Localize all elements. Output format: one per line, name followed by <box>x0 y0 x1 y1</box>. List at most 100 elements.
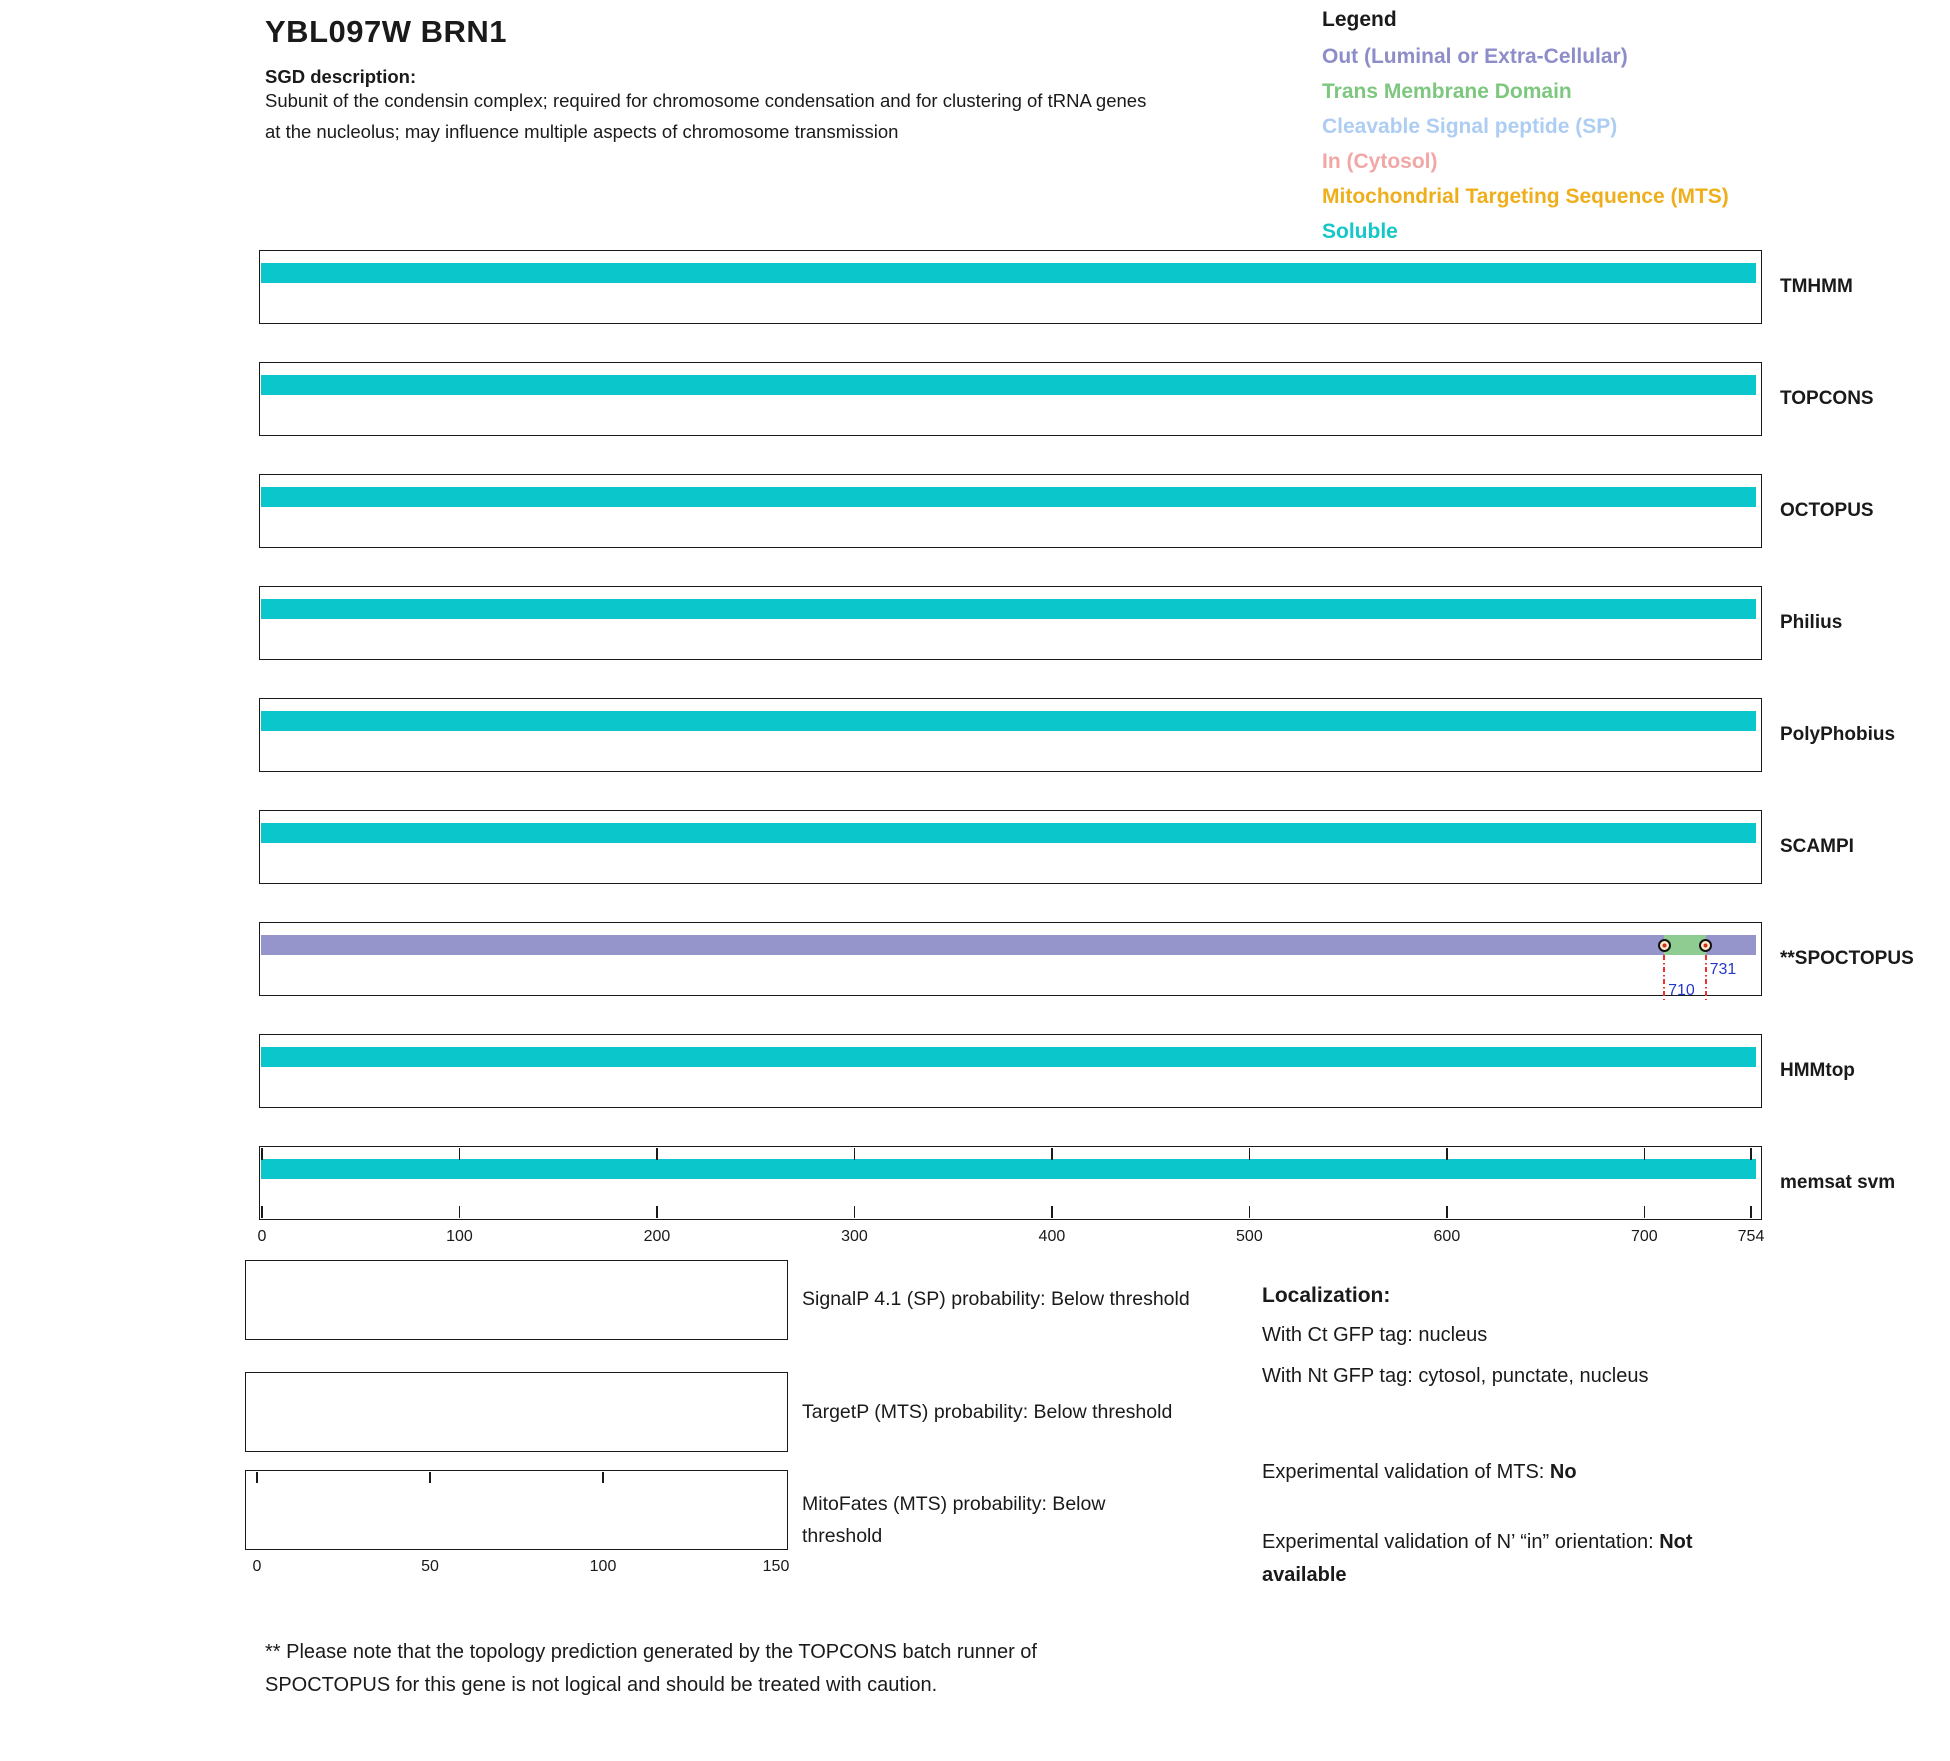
track-box-4 <box>259 698 1762 772</box>
x-axis-tick-label: 200 <box>643 1228 671 1245</box>
x-axis-tick-top <box>656 1148 658 1160</box>
localization-orientation-validation: Experimental validation of N’ “in” orien… <box>1262 1526 1767 1592</box>
targetp-caption: TargetP (MTS) probability: Below thresho… <box>802 1401 1173 1423</box>
track-segment-tm <box>1664 935 1706 955</box>
sgd-description-line1: Subunit of the condensin complex; requir… <box>265 90 1147 111</box>
track-segment-out <box>261 935 1665 955</box>
mts-validation-prefix: Experimental validation of MTS: <box>1262 1461 1550 1483</box>
mitofates-caption-line2: threshold <box>802 1525 883 1547</box>
legend-entry-1: Trans Membrane Domain <box>1322 80 1572 103</box>
signalp-plot-box <box>245 1260 788 1340</box>
tm-boundary-line <box>1704 955 1707 1000</box>
mitofates-caption: MitoFates (MTS) probability: Below thres… <box>802 1488 1105 1552</box>
x-axis-tick-bottom <box>1051 1206 1053 1218</box>
track-box-5 <box>259 810 1762 884</box>
mitofates-tick-label: 150 <box>762 1558 790 1575</box>
tm-boundary-marker <box>1657 938 1671 952</box>
track-label-2: OCTOPUS <box>1780 500 1874 521</box>
mitofates-tick-label: 100 <box>589 1558 617 1575</box>
x-axis-tick-bottom <box>1446 1206 1448 1218</box>
x-axis-tick-label: 754 <box>1737 1228 1765 1245</box>
track-segment-soluble <box>261 1047 1756 1067</box>
sgd-description-label: SGD description: <box>265 66 417 87</box>
x-axis-tick-label: 500 <box>1236 1228 1263 1245</box>
track-box-8 <box>259 1146 1762 1220</box>
x-axis-tick-label: 300 <box>841 1228 868 1245</box>
orientation-validation-prefix: Experimental validation of N’ “in” orien… <box>1262 1531 1660 1553</box>
tm-boundary-label: 731 <box>1709 961 1737 978</box>
mitofates-tick <box>256 1472 258 1483</box>
localization-title: Localization: <box>1262 1284 1391 1307</box>
x-axis-tick-bottom <box>853 1206 856 1218</box>
page-title: YBL097W BRN1 <box>265 14 507 49</box>
x-axis-tick-top <box>458 1148 461 1160</box>
x-axis-tick-bottom <box>261 1206 263 1218</box>
track-segment-soluble <box>261 1159 1756 1179</box>
localization-mts-validation: Experimental validation of MTS: No <box>1262 1461 1577 1484</box>
track-segment-soluble <box>261 263 1756 283</box>
x-axis-tick-top <box>1051 1148 1053 1160</box>
track-box-0 <box>259 250 1762 324</box>
x-axis-tick-top <box>1643 1148 1646 1160</box>
x-axis-tick-bottom <box>1750 1206 1752 1218</box>
track-box-7 <box>259 1034 1762 1108</box>
track-box-2 <box>259 474 1762 548</box>
track-label-1: TOPCONS <box>1780 388 1874 409</box>
track-label-3: Philius <box>1780 612 1843 633</box>
mitofates-tick <box>602 1472 604 1483</box>
tm-boundary-marker <box>1699 938 1713 952</box>
legend-entry-5: Soluble <box>1322 220 1398 243</box>
x-axis-tick-top <box>1750 1148 1752 1160</box>
track-label-6: **SPOCTOPUS <box>1780 948 1914 969</box>
x-axis-tick-top <box>261 1148 263 1160</box>
x-axis-tick-bottom <box>1643 1206 1646 1218</box>
track-segment-soluble <box>261 375 1756 395</box>
legend-entry-3: In (Cytosol) <box>1322 150 1438 173</box>
track-label-5: SCAMPI <box>1780 836 1854 857</box>
mitofates-plot-box <box>245 1470 788 1550</box>
spoctopus-footnote: ** Please note that the topology predict… <box>265 1636 1037 1702</box>
x-axis-tick-bottom <box>1248 1206 1251 1218</box>
mitofates-caption-line1: MitoFates (MTS) probability: Below <box>802 1493 1106 1515</box>
footnote-line2: SPOCTOPUS for this gene is not logical a… <box>265 1674 938 1696</box>
x-axis-tick-bottom <box>656 1206 658 1218</box>
x-axis-tick-top <box>1446 1148 1448 1160</box>
track-label-8: memsat svm <box>1780 1172 1896 1193</box>
localization-ct-gfp: With Ct GFP tag: nucleus <box>1262 1324 1488 1346</box>
sgd-description-line2: at the nucleolus; may influence multiple… <box>265 121 899 142</box>
legend-entry-4: Mitochondrial Targeting Sequence (MTS) <box>1322 185 1729 208</box>
signalp-caption: SignalP 4.1 (SP) probability: Below thre… <box>802 1288 1190 1310</box>
tm-boundary-label: 710 <box>1668 982 1695 999</box>
track-box-3 <box>259 586 1762 660</box>
legend-title: Legend <box>1322 8 1397 31</box>
x-axis-tick-top <box>1248 1148 1251 1160</box>
targetp-plot-box <box>245 1372 788 1452</box>
tm-boundary-line <box>1663 955 1666 1000</box>
footnote-line1: ** Please note that the topology predict… <box>265 1641 1037 1663</box>
x-axis-tick-bottom <box>458 1206 461 1218</box>
track-label-4: PolyPhobius <box>1780 724 1896 745</box>
track-box-6 <box>259 922 1762 996</box>
mts-validation-value: No <box>1549 1461 1577 1483</box>
track-segment-soluble <box>261 599 1756 619</box>
x-axis-tick-label: 600 <box>1433 1228 1461 1245</box>
orientation-validation-value: Not available <box>1262 1531 1693 1586</box>
x-axis-tick-label: 0 <box>257 1228 267 1245</box>
track-label-7: HMMtop <box>1780 1060 1855 1081</box>
mitofates-tick <box>429 1472 431 1483</box>
track-label-0: TMHMM <box>1780 276 1853 297</box>
mitofates-tick-label: 50 <box>421 1558 439 1575</box>
track-segment-soluble <box>261 487 1756 507</box>
track-segment-soluble <box>261 711 1756 731</box>
legend-entry-0: Out (Luminal or Extra-Cellular) <box>1322 45 1628 68</box>
mitofates-tick-label: 0 <box>252 1558 262 1575</box>
track-box-1 <box>259 362 1762 436</box>
x-axis-tick-label: 700 <box>1631 1228 1658 1245</box>
x-axis-tick-label: 100 <box>446 1228 473 1245</box>
localization-nt-gfp: With Nt GFP tag: cytosol, punctate, nucl… <box>1262 1365 1649 1387</box>
legend-entry-2: Cleavable Signal peptide (SP) <box>1322 115 1618 138</box>
track-segment-soluble <box>261 823 1756 843</box>
x-axis-tick-top <box>853 1148 856 1160</box>
x-axis-tick-label: 400 <box>1038 1228 1066 1245</box>
